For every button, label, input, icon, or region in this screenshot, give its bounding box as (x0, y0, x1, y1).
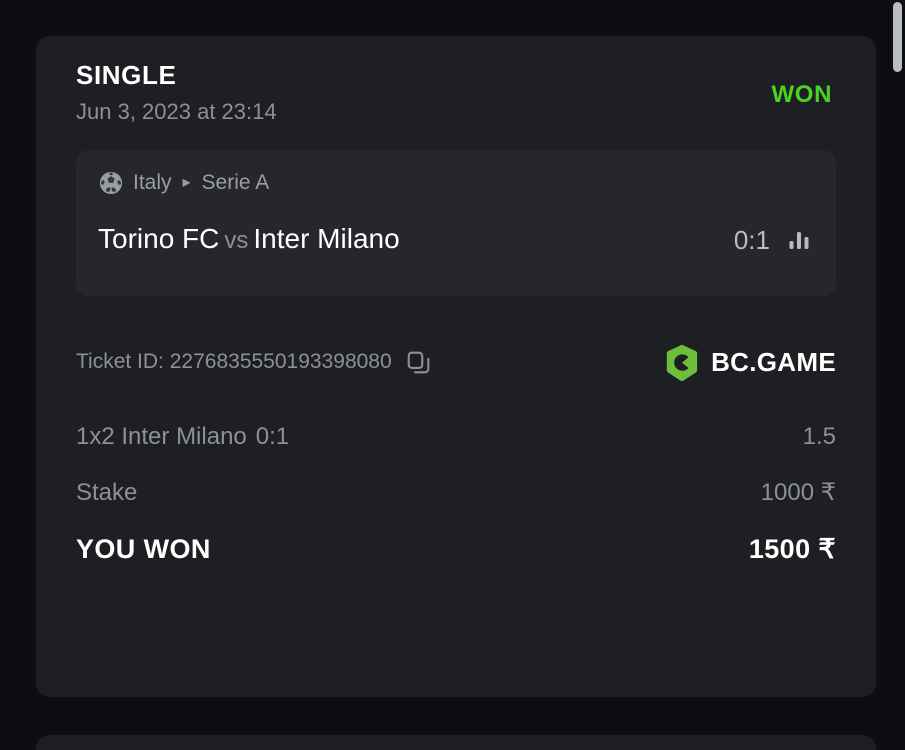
selection-score: 0:1 (255, 423, 290, 450)
stake-row: Stake 1000 ₹ (76, 476, 836, 532)
bet-card[interactable]: SINGLE Jun 3, 2023 at 23:14 WON (36, 36, 876, 697)
copy-icon[interactable] (406, 350, 431, 375)
soccer-ball-icon (98, 170, 124, 196)
teams-row: Torino FC vs Inter Milano 0:1 (98, 220, 814, 260)
ticket-id-label: Ticket ID: (76, 350, 164, 373)
stake-label: Stake (76, 479, 138, 506)
ticket-row: Ticket ID: 2276835550193398080 BC.GAME (76, 342, 836, 382)
bet-details: 1x2 Inter Milano 0:1 1.5 Stake 1000 ₹ YOU… (76, 420, 836, 588)
bet-card-next[interactable] (36, 735, 876, 750)
bet-card-header: SINGLE Jun 3, 2023 at 23:14 WON (76, 58, 836, 150)
match-teams: Torino FC vs Inter Milano (98, 220, 400, 260)
selection-pick: Inter Milano (121, 423, 247, 450)
status-badge: WON (771, 81, 832, 108)
match-score-box[interactable]: 0:1 (734, 223, 814, 257)
stake-value: 1000 ₹ (760, 479, 836, 506)
scrollbar[interactable] (893, 0, 902, 750)
bet-header-left: SINGLE Jun 3, 2023 at 23:14 (76, 58, 277, 128)
league-country: Italy (133, 171, 172, 194)
brand-name: BC.GAME (711, 347, 836, 377)
brand-logo: BC.GAME (665, 344, 836, 381)
league-name: Serie A (201, 171, 270, 194)
payout-value: 1500 ₹ (748, 534, 836, 564)
league-breadcrumb[interactable]: Italy ▸ Serie A (98, 168, 814, 198)
bar-chart-icon[interactable] (787, 228, 811, 252)
bet-date-label: Jun 3, 2023 at 23:14 (76, 99, 277, 124)
away-team-label: Inter Milano (253, 223, 400, 254)
vs-label: vs (224, 227, 249, 254)
scrollbar-thumb[interactable] (893, 2, 902, 72)
selection-row: 1x2 Inter Milano 0:1 1.5 (76, 420, 836, 476)
ticket-id-text: Ticket ID: 2276835550193398080 (76, 347, 392, 377)
ticket-id-value: 2276835550193398080 (169, 350, 392, 373)
match-card[interactable]: Italy ▸ Serie A Torino FC vs Inter Milano … (76, 150, 836, 296)
match-score: 0:1 (733, 225, 770, 255)
payout-row: YOU WON 1500 ₹ (76, 532, 836, 588)
selection-odds: 1.5 (802, 423, 836, 450)
selection-label: 1x2 Inter Milano 0:1 (76, 420, 289, 454)
payout-label: YOU WON (76, 534, 211, 564)
breadcrumb-separator-icon: ▸ (182, 174, 191, 191)
selection-market: 1x2 (76, 423, 115, 450)
bcgame-logo-icon (665, 344, 699, 381)
bet-type-label: SINGLE (76, 60, 177, 90)
ticket-id-group[interactable]: Ticket ID: 2276835550193398080 (76, 347, 431, 377)
home-team-label: Torino FC (98, 223, 220, 254)
